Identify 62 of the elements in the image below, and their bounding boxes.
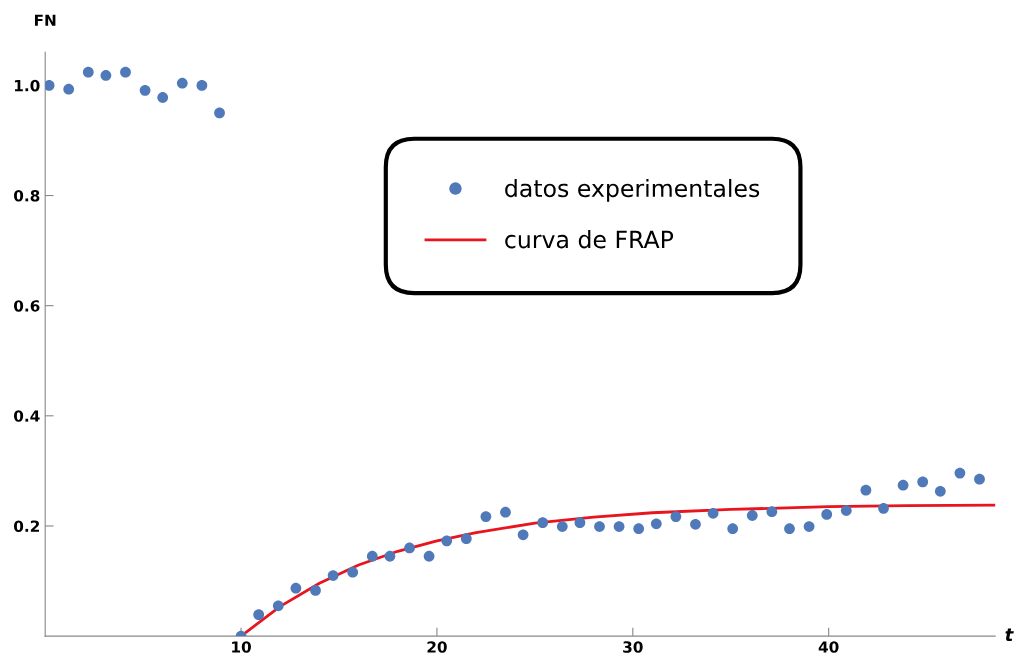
point bbox=[746, 510, 758, 521]
point bbox=[727, 523, 739, 535]
point bbox=[633, 523, 645, 535]
point bbox=[404, 542, 415, 554]
point bbox=[310, 585, 321, 596]
legend-label: datos experimentales bbox=[505, 178, 760, 202]
x-tick-label: 30 bbox=[623, 641, 643, 653]
point bbox=[917, 476, 929, 488]
x-tick-label: 20 bbox=[427, 641, 447, 653]
point bbox=[707, 507, 719, 519]
point bbox=[100, 70, 112, 81]
point bbox=[347, 566, 359, 578]
point bbox=[157, 92, 169, 103]
point bbox=[784, 523, 795, 535]
point bbox=[878, 502, 889, 514]
y-tick-label: 0.8 bbox=[13, 189, 40, 202]
point bbox=[803, 521, 815, 532]
point bbox=[460, 533, 472, 545]
x-tick-label: 10 bbox=[232, 641, 251, 653]
point bbox=[423, 550, 435, 562]
legend-label: curva de FRAP bbox=[505, 230, 674, 249]
point bbox=[974, 473, 985, 485]
point bbox=[934, 485, 946, 497]
point bbox=[690, 518, 701, 530]
point bbox=[120, 66, 131, 78]
point bbox=[766, 506, 778, 518]
point bbox=[860, 484, 872, 496]
point bbox=[670, 511, 682, 522]
y-tick-label: 0.4 bbox=[13, 410, 40, 422]
x-axis-title: t bbox=[1005, 628, 1014, 642]
y-tick-label: 1.0 bbox=[14, 79, 40, 92]
point bbox=[272, 600, 284, 612]
y-axis-title: FN bbox=[34, 14, 56, 26]
point bbox=[480, 511, 492, 522]
point bbox=[954, 467, 966, 479]
point bbox=[214, 107, 225, 119]
point bbox=[366, 550, 378, 562]
point bbox=[594, 521, 605, 532]
point bbox=[176, 77, 188, 89]
point bbox=[500, 506, 511, 518]
point bbox=[82, 66, 94, 78]
point bbox=[821, 509, 833, 520]
point bbox=[139, 84, 151, 96]
point bbox=[63, 83, 75, 95]
point bbox=[384, 550, 396, 562]
point bbox=[897, 479, 909, 491]
point bbox=[290, 582, 302, 594]
point bbox=[613, 521, 625, 532]
point bbox=[327, 570, 339, 581]
x-tick-label: 40 bbox=[818, 641, 839, 653]
point bbox=[537, 517, 549, 529]
y-tick-label: 0.6 bbox=[13, 300, 40, 312]
point bbox=[517, 529, 529, 541]
point bbox=[253, 609, 265, 621]
point bbox=[650, 518, 662, 530]
point bbox=[574, 517, 586, 529]
point bbox=[441, 535, 453, 547]
point bbox=[840, 505, 852, 516]
point bbox=[556, 521, 568, 532]
y-tick-label: 0.2 bbox=[13, 520, 39, 532]
point bbox=[45, 80, 55, 91]
point bbox=[196, 80, 208, 91]
